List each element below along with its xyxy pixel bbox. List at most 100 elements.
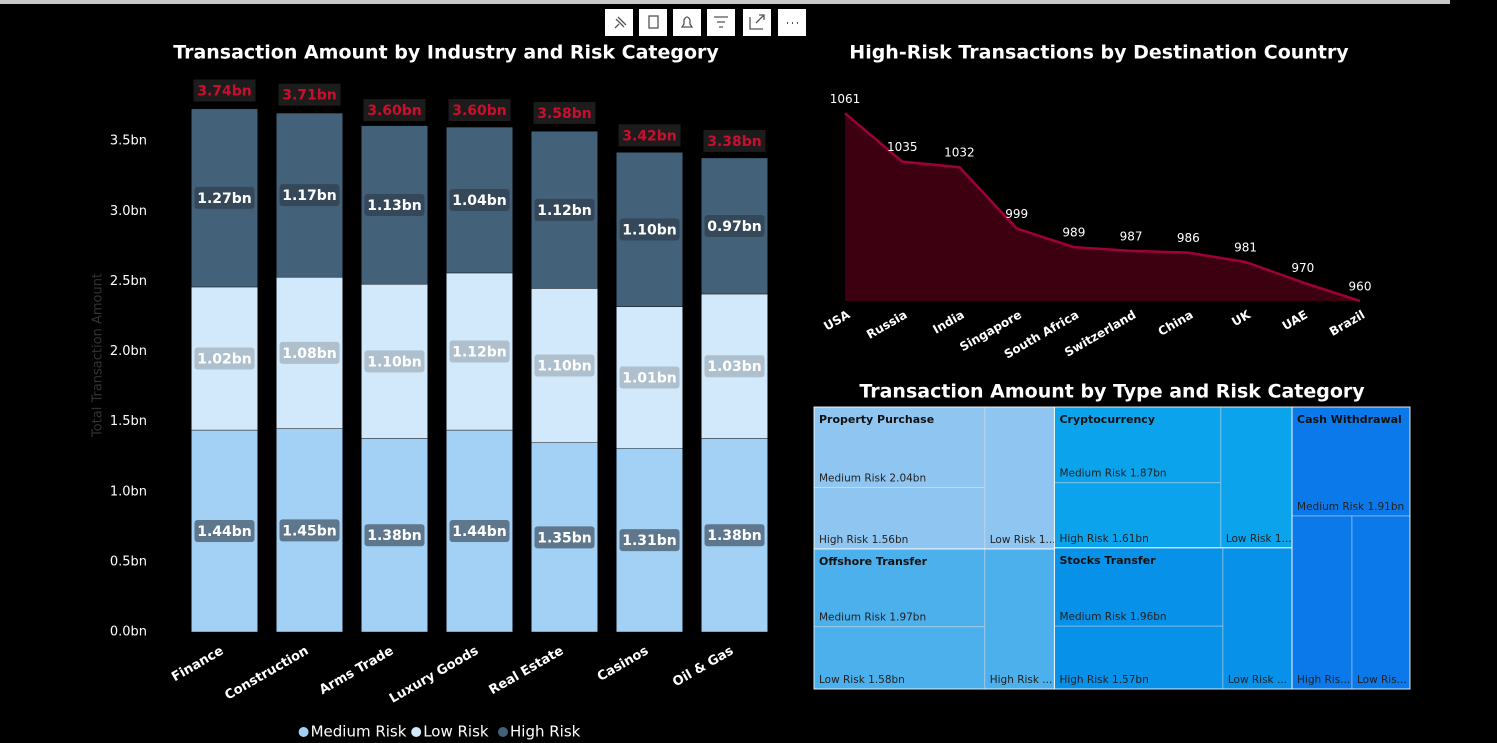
label-box [619,529,680,552]
cell-label: High Risk 1.56bn [819,534,908,546]
treemap-cell [1351,515,1411,690]
total-box [618,124,681,147]
total-box [533,101,596,124]
label-box [364,350,425,373]
data-label: 1.02bn [197,352,252,368]
total-box [703,129,766,152]
label-box [449,520,510,543]
x-tick-label: UK [1229,307,1253,329]
cell-label: Low Risk 1.58bn [819,674,905,686]
legend-marker [411,727,422,737]
data-label: 970 [1291,261,1314,275]
label-box [704,355,765,378]
data-label: 1.44bn [197,524,252,540]
label-box [619,366,680,389]
total-label: 3.60bn [367,103,422,119]
treemap-cell [1220,406,1293,549]
treemap-cell [1222,547,1293,690]
label-box [534,354,595,377]
x-tick-label: USA [821,307,853,333]
data-label: 1.35bn [537,530,592,546]
x-tick-label: Luxury Goods [387,643,481,706]
cell-label: High Ris... [1297,674,1350,686]
label-box [449,340,510,363]
x-tick-label: China [1156,308,1196,339]
y-tick-label: 0.0bn [110,625,147,640]
x-tick-label: Russia [864,308,909,342]
area-fill [845,113,1360,301]
chart-title: High-Risk Transactions by Destination Co… [849,42,1349,64]
legend-marker [498,727,508,737]
group-label: Offshore Transfer [819,555,928,568]
cell-label: Low Risk 1... [1226,533,1292,545]
data-label: 1.04bn [452,193,507,209]
group-label: Cash Withdrawal [1297,413,1402,426]
total-label: 3.58bn [537,106,592,122]
alert-button[interactable] [673,9,701,36]
treemap-cell [984,548,1055,690]
top-bar [0,0,1450,4]
chart-title: Transaction Amount by Type and Risk Cate… [859,381,1365,403]
data-label: 1.31bn [622,533,677,549]
total-box [363,99,426,122]
data-label: 1.10bn [622,222,677,238]
data-label: 1.03bn [707,359,762,375]
x-tick-label: Oil & Gas [670,643,736,690]
label-box [619,218,680,241]
copy-icon [648,15,659,29]
y-axis-title: Total Transaction Amount [91,273,106,438]
label-box [704,214,765,237]
data-label: 1035 [887,140,918,154]
label-box [534,526,595,549]
total-label: 3.74bn [197,83,252,99]
data-label: 1.38bn [367,528,422,544]
total-label: 3.71bn [282,88,337,104]
data-label: 1.27bn [197,191,252,207]
focus-icon [749,14,765,30]
label-box [364,524,425,547]
y-tick-label: 2.0bn [110,344,147,359]
label-box [194,347,255,370]
label-box [279,341,340,364]
cell-label: Medium Risk 1.91bn [1297,501,1404,513]
data-label: 960 [1349,280,1372,294]
data-label: 1.12bn [452,345,507,361]
treemap-cell [1291,515,1353,690]
y-tick-label: 3.0bn [110,204,147,219]
label-box [449,189,510,212]
x-tick-label: Construction [222,644,311,704]
filter-icon [714,16,728,28]
cell-label: Medium Risk 1.97bn [819,612,926,624]
cell-label: Low Risk 1... [990,534,1056,546]
y-tick-label: 0.5bn [110,554,147,569]
x-tick-label: Arms Trade [317,643,397,698]
data-label: 1.10bn [537,359,592,375]
data-label: 1.01bn [622,370,677,386]
bell-icon [680,16,694,28]
total-box [278,83,341,106]
cell-label: Medium Risk 1.96bn [1059,611,1166,623]
total-label: 3.60bn [452,103,507,119]
total-label: 3.42bn [622,128,677,144]
data-label: 987 [1120,229,1143,243]
x-tick-label: Brazil [1327,308,1367,339]
group-label: Stocks Transfer [1059,554,1156,567]
data-label: 1.44bn [452,524,507,540]
label-box [704,524,765,547]
cell-label: Medium Risk 2.04bn [819,472,926,484]
x-tick-label: Casinos [595,643,652,684]
cell-label: Low Risk ... [1228,674,1287,686]
label-box [194,520,255,543]
cell-label: Medium Risk 1.87bn [1059,468,1166,480]
chart-title: Transaction Amount by Industry and Risk … [173,42,719,64]
visual-toolbar [605,9,806,36]
label-box [279,184,340,207]
data-label: 1032 [944,146,975,160]
copy-button[interactable] [639,9,667,36]
data-label: 986 [1177,231,1200,245]
y-tick-label: 1.5bn [110,414,147,429]
data-label: 981 [1234,240,1257,254]
legend-label: Medium Risk [311,723,407,741]
cell-label: High Risk 1.57bn [1059,674,1148,686]
